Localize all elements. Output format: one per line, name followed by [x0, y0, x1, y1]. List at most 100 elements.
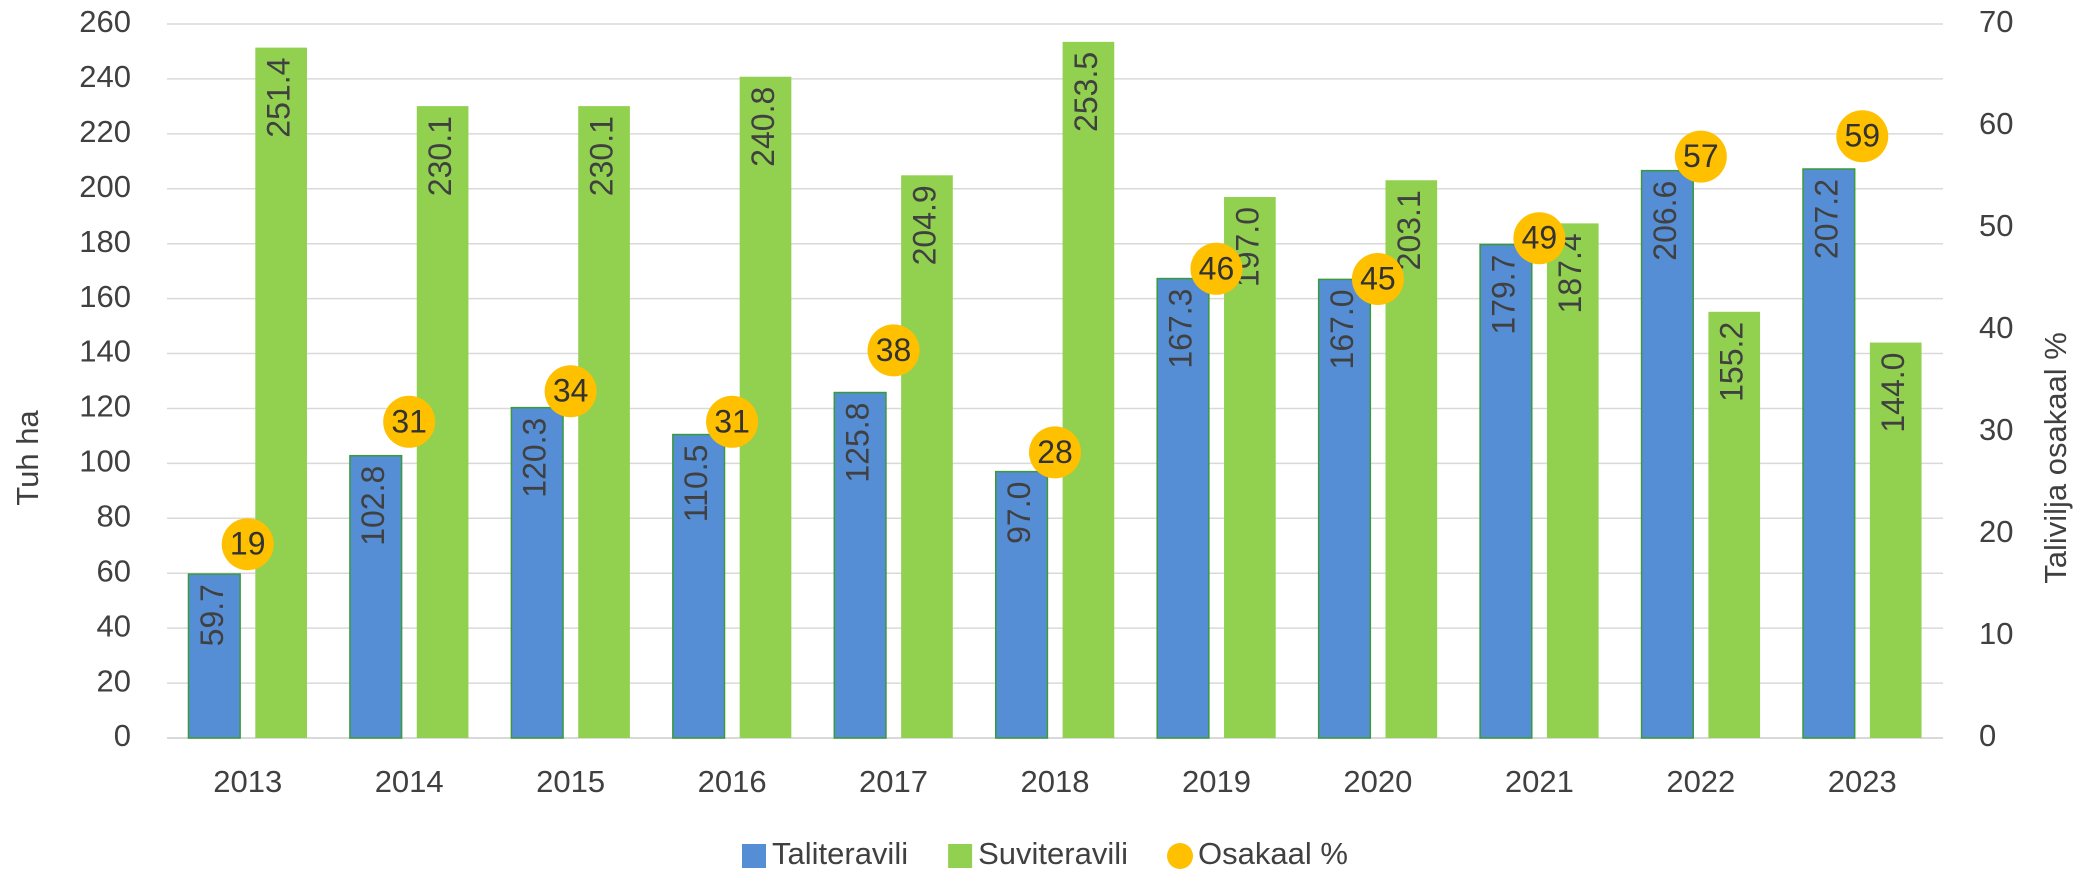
dot-value-label: 59	[1844, 118, 1880, 154]
share-dot	[544, 365, 597, 418]
bar-value-label: 207.2	[1808, 179, 1844, 259]
bar	[349, 454, 403, 739]
share-dot	[1029, 426, 1081, 479]
bar-value-label: 102.8	[355, 466, 391, 546]
y-tick-label: 260	[79, 4, 131, 39]
share-dot	[1190, 242, 1243, 295]
dot-value-label: 45	[1360, 260, 1396, 296]
y-tick-label: 40	[97, 608, 131, 643]
x-tick-label: 2022	[1666, 764, 1735, 799]
bar	[187, 573, 241, 739]
legend-swatch	[1167, 843, 1193, 869]
bar-value-label: 203.1	[1391, 190, 1427, 270]
y2-tick-label: 40	[1979, 310, 2013, 345]
bar	[994, 470, 1049, 739]
x-tick-label: 2017	[859, 764, 928, 799]
y-tick-label: 80	[97, 498, 131, 533]
legend-swatch	[948, 844, 973, 868]
legend-label: Suviteravili	[978, 836, 1128, 871]
dot-value-label: 46	[1199, 250, 1235, 286]
share-dot	[1836, 110, 1889, 163]
bar-value-label: 144.0	[1875, 353, 1911, 433]
bar	[672, 433, 726, 739]
bar-value-label: 240.8	[745, 87, 781, 167]
bar	[1640, 169, 1694, 739]
bar	[1802, 168, 1856, 739]
x-tick-label: 2019	[1182, 764, 1251, 799]
x-tick-label: 2021	[1505, 764, 1574, 799]
dot-value-label: 31	[391, 403, 427, 439]
y2-tick-label: 50	[1979, 208, 2013, 243]
y-tick-label: 20	[97, 663, 131, 698]
y2-tick-label: 0	[1979, 718, 1996, 753]
y-tick-label: 120	[79, 389, 131, 424]
bar-value-label: 167.0	[1324, 289, 1360, 369]
dot-value-label: 49	[1522, 220, 1558, 256]
bar-value-label: 179.7	[1485, 255, 1521, 335]
bar-value-label: 253.5	[1068, 52, 1104, 132]
bar	[833, 391, 887, 739]
bar	[901, 175, 953, 738]
x-tick-label: 2018	[1021, 764, 1090, 799]
y-tick-label: 100	[79, 444, 131, 479]
bar	[1156, 277, 1210, 739]
x-tick-label: 2013	[213, 764, 282, 799]
bar-value-label: 120.3	[517, 418, 553, 498]
y2-tick-label: 70	[1979, 4, 2013, 39]
y2-tick-label: 60	[1979, 106, 2013, 141]
bar	[255, 47, 307, 738]
x-tick-label: 2015	[536, 764, 605, 799]
share-dot	[1674, 130, 1727, 183]
bar-value-label: 230.1	[422, 116, 458, 196]
x-tick-label: 2014	[375, 764, 444, 799]
bar-value-label: 59.7	[194, 584, 230, 646]
legend-swatch	[742, 844, 766, 868]
y-tick-label: 60	[97, 553, 131, 588]
bar-value-label: 206.6	[1647, 181, 1683, 261]
y2-tick-label: 10	[1979, 616, 2013, 651]
share-dot	[706, 395, 759, 448]
x-tick-label: 2016	[698, 764, 767, 799]
bar-value-label: 97.0	[1001, 482, 1037, 544]
bar	[1708, 311, 1761, 738]
dot-value-label: 28	[1037, 434, 1073, 470]
dot-value-label: 57	[1683, 138, 1719, 174]
share-dot	[221, 518, 274, 571]
bar	[1062, 41, 1115, 739]
share-dot	[1513, 212, 1566, 265]
dot-value-label: 34	[553, 373, 589, 409]
y-tick-label: 0	[114, 718, 131, 753]
bar-value-label: 230.1	[584, 116, 620, 196]
dot-value-label: 31	[714, 403, 750, 439]
y2-tick-label: 20	[1979, 514, 2013, 549]
y-axis-label: Tuh ha	[10, 410, 45, 506]
bar	[1546, 223, 1599, 738]
bar-value-label: 204.9	[906, 185, 942, 265]
bar	[1479, 243, 1533, 739]
legend-label: Taliteravili	[772, 836, 908, 871]
y2-tick-label: 30	[1979, 412, 2013, 447]
bar-value-label: 125.8	[840, 403, 876, 483]
y-tick-label: 240	[79, 59, 131, 94]
dot-value-label: 38	[876, 332, 912, 368]
bar-value-label: 155.2	[1714, 322, 1750, 402]
bar-value-label: 251.4	[261, 58, 297, 138]
x-tick-label: 2023	[1828, 764, 1897, 799]
y-tick-label: 200	[79, 169, 131, 204]
bar	[578, 106, 630, 739]
y2-axis-label: Talivilja osakaal %	[2038, 332, 2073, 584]
y-tick-label: 160	[79, 279, 131, 314]
legend-label: Osakaal %	[1198, 836, 1348, 871]
y-tick-label: 140	[79, 334, 131, 369]
bar	[510, 406, 564, 739]
x-tick-label: 2020	[1343, 764, 1412, 799]
bar-value-label: 110.5	[678, 445, 714, 523]
bar	[1869, 342, 1922, 738]
share-dot	[383, 395, 436, 448]
bar-value-label: 167.3	[1162, 289, 1198, 369]
bar	[1317, 278, 1372, 739]
y-tick-label: 180	[79, 224, 131, 259]
y-tick-label: 220	[79, 114, 131, 149]
dot-value-label: 19	[230, 526, 266, 562]
